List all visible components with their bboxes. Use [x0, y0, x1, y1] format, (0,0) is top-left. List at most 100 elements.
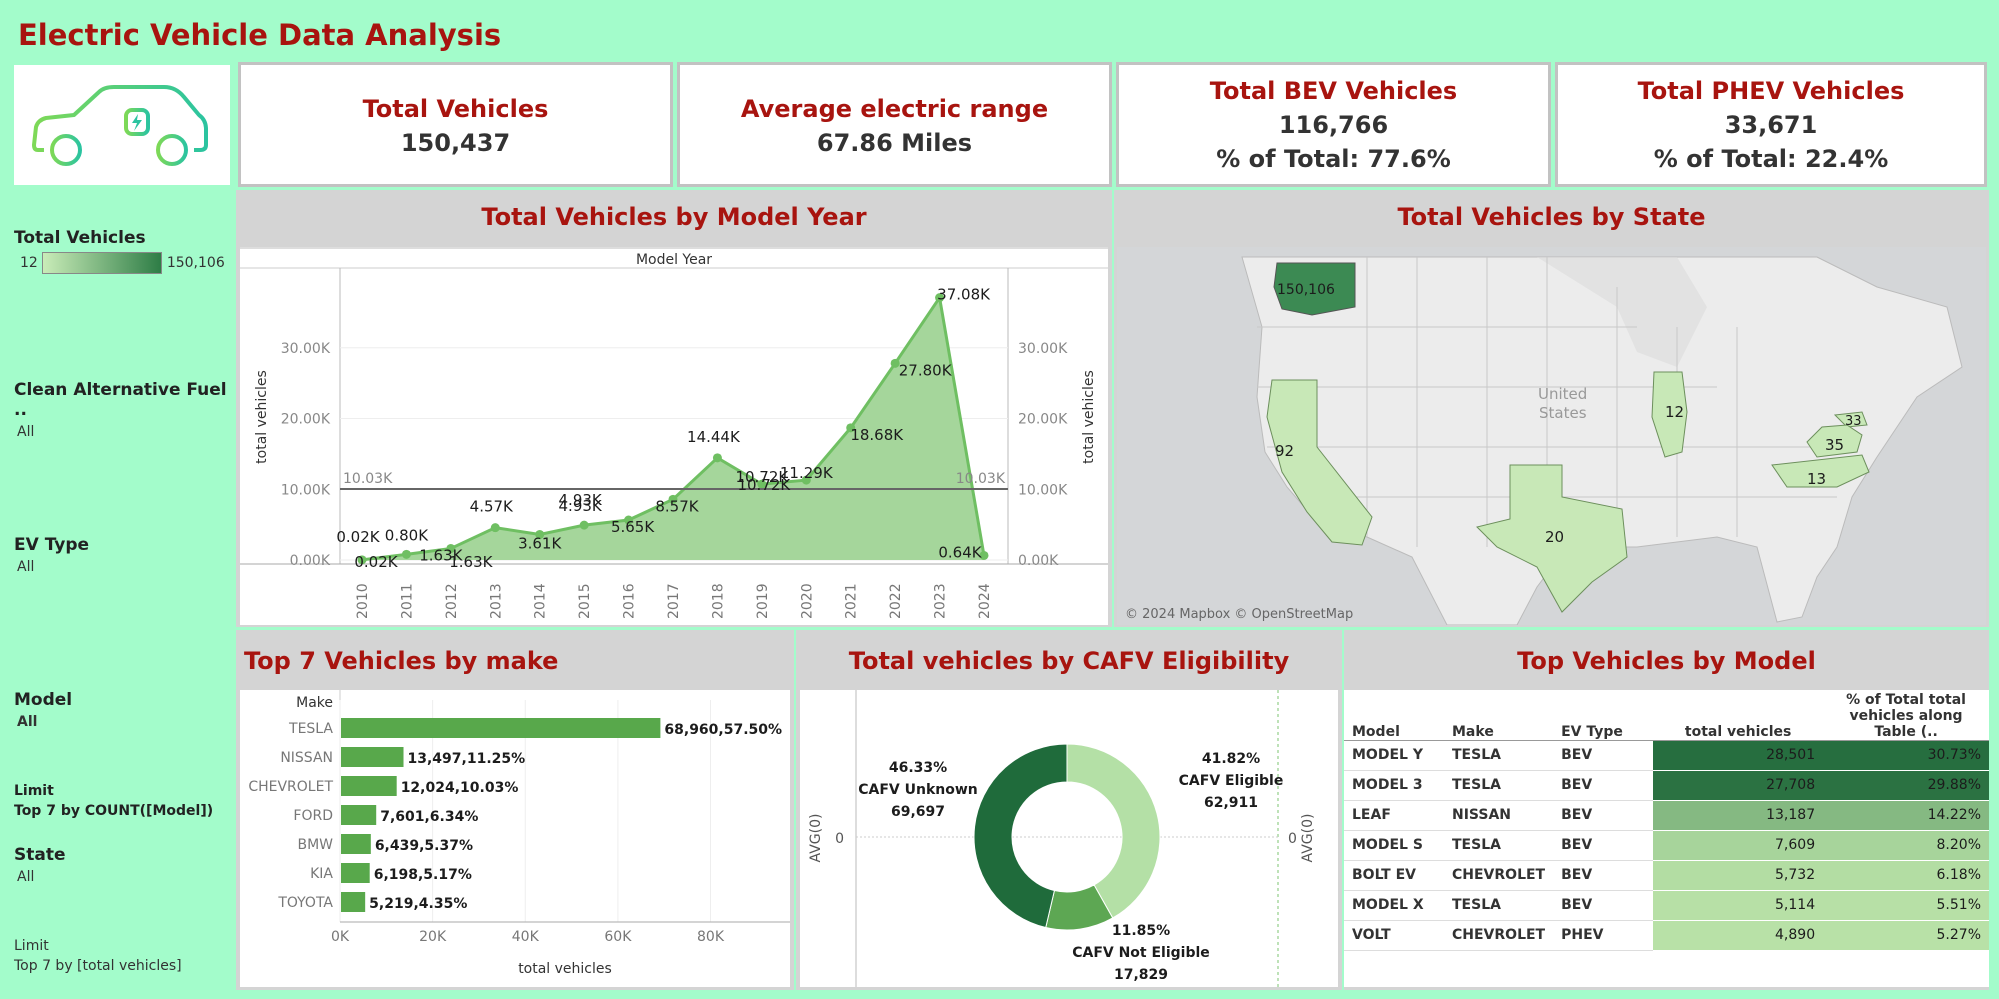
- make-bar[interactable]: [341, 747, 404, 767]
- section-title-state: Total Vehicles by State: [1397, 203, 1706, 231]
- state-ca[interactable]: [1266, 379, 1373, 546]
- y-axis-label-right: AVG(0): [1300, 814, 1316, 863]
- cell-pct: 29.88%: [1823, 770, 1989, 801]
- state-map-box[interactable]: 150,106 92 12 20 33 35 13 United States …: [1117, 247, 1986, 626]
- table-row[interactable]: MODEL X TESLA BEV 5,114 5.51%: [1344, 890, 1989, 921]
- filter-value[interactable]: Top 7 by [total vehicles]: [14, 958, 182, 974]
- y-tick-label-left: 0.00K: [290, 553, 331, 569]
- data-label: 3.61K: [518, 534, 562, 552]
- section-title-year: Total Vehicles by Model Year: [481, 203, 867, 231]
- kpi-label: Total PHEV Vehicles: [1637, 77, 1905, 105]
- make-category-label: TESLA: [288, 721, 333, 737]
- data-point[interactable]: [401, 549, 411, 559]
- filter-cafv[interactable]: Clean Alternative Fuel .. All: [14, 380, 229, 440]
- table-row[interactable]: VOLT CHEVROLET PHEV 4,890 5.27%: [1344, 920, 1989, 951]
- data-point[interactable]: [668, 494, 678, 504]
- filter-limit-model[interactable]: Limit Top 7 by COUNT([Model]): [14, 783, 229, 819]
- data-point[interactable]: [579, 520, 589, 530]
- state-tx[interactable]: [1476, 464, 1628, 613]
- make-category-label: FORD: [293, 808, 333, 824]
- data-label: 27.80K: [899, 361, 953, 379]
- map-country-label-2: States: [1539, 404, 1587, 422]
- data-point[interactable]: [624, 515, 634, 525]
- y-tick-label-right: 30.00K: [1018, 341, 1068, 357]
- data-point[interactable]: [846, 423, 856, 433]
- make-bar[interactable]: [341, 718, 661, 738]
- cell-make: NISSAN: [1444, 800, 1554, 831]
- kpi-average-range: Average electric range 67.86 Miles: [677, 62, 1112, 187]
- model-table: Model Make EV Type total vehicles % of T…: [1344, 690, 1989, 951]
- map-label-nc: 13: [1807, 470, 1826, 488]
- data-point[interactable]: [979, 550, 989, 560]
- filter-model[interactable]: Model All: [14, 690, 229, 730]
- filter-value[interactable]: All: [17, 424, 35, 440]
- state-va[interactable]: [1806, 424, 1863, 458]
- state-il[interactable]: [1651, 371, 1688, 458]
- donut-label: CAFV Eligible: [1179, 773, 1284, 789]
- page-title: Electric Vehicle Data Analysis: [18, 18, 502, 52]
- data-point[interactable]: [490, 523, 500, 533]
- state-md[interactable]: [1833, 411, 1868, 428]
- filter-ev-type[interactable]: EV Type All: [14, 535, 229, 575]
- make-bar[interactable]: [341, 863, 370, 883]
- donut-slice[interactable]: [973, 743, 1068, 929]
- kpi-value: 150,437: [400, 129, 511, 157]
- filter-value[interactable]: All: [17, 869, 35, 885]
- make-bar[interactable]: [341, 805, 377, 825]
- data-point[interactable]: [446, 543, 456, 553]
- data-label-extra: 1.63K: [449, 553, 493, 571]
- filter-limit-state[interactable]: Limit Top 7 by [total vehicles]: [14, 938, 229, 974]
- kpi-total-vehicles: Total Vehicles 150,437: [238, 62, 673, 187]
- data-point[interactable]: [712, 453, 722, 463]
- cell-total: 5,732: [1653, 860, 1824, 891]
- kpi-total-bev: Total BEV Vehicles 116,766 % of Total: 7…: [1116, 62, 1551, 187]
- table-row[interactable]: LEAF NISSAN BEV 13,187 14.22%: [1344, 800, 1989, 831]
- col-header-pct[interactable]: % of Total total vehicles along Table (.…: [1823, 690, 1989, 741]
- kpi-value: 33,671: [1724, 111, 1818, 139]
- make-bar-label: 5,219,4.35%: [369, 896, 467, 912]
- filter-value[interactable]: All: [17, 714, 38, 730]
- filter-value[interactable]: Top 7 by COUNT([Model]): [14, 803, 214, 819]
- col-header-total[interactable]: total vehicles: [1653, 690, 1824, 741]
- make-bar[interactable]: [341, 834, 371, 854]
- y-axis-label-left: total vehicles: [254, 370, 270, 464]
- donut-label: 17,829: [1114, 967, 1168, 983]
- table-row[interactable]: BOLT EV CHEVROLET BEV 5,732 6.18%: [1344, 860, 1989, 891]
- cell-pct: 5.27%: [1823, 920, 1989, 951]
- donut-label: CAFV Not Eligible: [1072, 945, 1210, 961]
- make-bar-label: 7,601,6.34%: [380, 809, 478, 825]
- filter-label: Clean Alternative Fuel ..: [14, 380, 227, 420]
- filter-label: Limit: [14, 938, 49, 954]
- reference-label-left: 10.03K: [343, 471, 393, 487]
- col-header-make[interactable]: Make: [1444, 690, 1554, 741]
- data-point[interactable]: [357, 555, 367, 565]
- data-point[interactable]: [890, 358, 900, 368]
- filter-value[interactable]: All: [17, 559, 35, 575]
- cell-total: 4,890: [1653, 920, 1824, 951]
- map-label-ca: 92: [1275, 442, 1294, 460]
- table-row[interactable]: MODEL S TESLA BEV 7,609 8.20%: [1344, 830, 1989, 861]
- make-bar[interactable]: [341, 776, 397, 796]
- col-header-ev-type[interactable]: EV Type: [1553, 690, 1654, 741]
- x-tick-label: 60K: [604, 929, 632, 945]
- filter-state[interactable]: State All: [14, 845, 229, 885]
- us-map[interactable]: 150,106 92 12 20 33 35 13 United States …: [1117, 247, 1986, 626]
- data-point[interactable]: [801, 475, 811, 485]
- x-tick-label: 2015: [577, 583, 593, 619]
- data-point[interactable]: [535, 529, 545, 539]
- table-row[interactable]: MODEL Y TESLA BEV 28,501 30.73%: [1344, 740, 1989, 771]
- donut-slice[interactable]: [1066, 743, 1161, 919]
- map-label-tx: 20: [1545, 528, 1564, 546]
- table-row[interactable]: MODEL 3 TESLA BEV 27,708 29.88%: [1344, 770, 1989, 801]
- donut-label: 46.33%: [889, 760, 947, 776]
- data-label-extra: 4.93K: [559, 491, 603, 509]
- legend-max: 150,106: [166, 255, 225, 271]
- data-point[interactable]: [935, 293, 945, 303]
- x-tick-label: 20K: [419, 929, 447, 945]
- col-header-model[interactable]: Model: [1344, 690, 1444, 741]
- state-wa[interactable]: [1273, 262, 1356, 316]
- data-point[interactable]: [757, 479, 767, 489]
- make-bar[interactable]: [341, 892, 366, 912]
- state-nc[interactable]: [1771, 454, 1870, 488]
- x-tick-label: 2023: [933, 583, 949, 619]
